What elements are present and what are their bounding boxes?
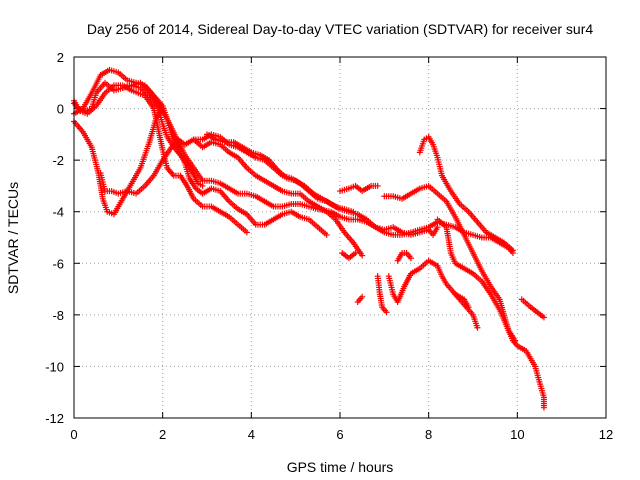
chart-title: Day 256 of 2014, Sidereal Day-to-day VTE…	[87, 21, 593, 37]
series-track-16	[339, 249, 359, 262]
data-point	[407, 255, 414, 262]
y-axis-label: SDTVAR / TECUs	[5, 182, 21, 294]
data-point	[359, 293, 366, 300]
x-axis-label: GPS time / hours	[287, 459, 394, 475]
series-track-12	[385, 257, 481, 331]
series-track-11	[416, 133, 516, 254]
data-point	[540, 404, 547, 411]
series-track-9	[337, 182, 381, 195]
data-point	[434, 224, 441, 231]
y-tick-label: -12	[45, 411, 64, 426]
data-point	[323, 231, 330, 238]
data-points	[71, 66, 547, 411]
series-track-13	[394, 249, 414, 264]
data-point	[243, 229, 250, 236]
y-tick-label: -4	[52, 205, 64, 220]
x-tick-label: 10	[510, 427, 524, 442]
x-tick-label: 2	[159, 427, 166, 442]
x-tick-label: 12	[599, 427, 613, 442]
data-point	[359, 252, 366, 259]
y-tick-label: -10	[45, 359, 64, 374]
series-track-6	[119, 82, 206, 189]
series-track-7	[190, 136, 366, 259]
data-point	[374, 182, 381, 189]
x-tick-label: 6	[336, 427, 343, 442]
data-point	[512, 337, 519, 344]
data-point	[199, 182, 206, 189]
data-point	[352, 249, 359, 256]
x-tick-label: 8	[425, 427, 432, 442]
series-track-10	[381, 182, 547, 411]
plot-frame	[73, 56, 607, 419]
data-point	[383, 309, 390, 316]
data-point	[465, 304, 472, 311]
data-point	[509, 247, 516, 254]
y-tick-label: -2	[52, 153, 64, 168]
y-tick-label: 2	[57, 50, 64, 65]
data-point	[474, 324, 481, 331]
x-tick-label: 4	[248, 427, 255, 442]
y-tick-label: -8	[52, 308, 64, 323]
series-track-1	[71, 105, 166, 218]
series-track-17	[434, 216, 519, 344]
series-track-14	[374, 273, 390, 316]
x-tick-label: 0	[70, 427, 77, 442]
series-track-15	[354, 293, 366, 305]
series-track-18	[518, 296, 547, 321]
y-tick-label: -6	[52, 256, 64, 271]
series-track-19	[452, 291, 472, 311]
y-tick-label: 0	[57, 102, 64, 117]
data-point	[540, 314, 547, 321]
